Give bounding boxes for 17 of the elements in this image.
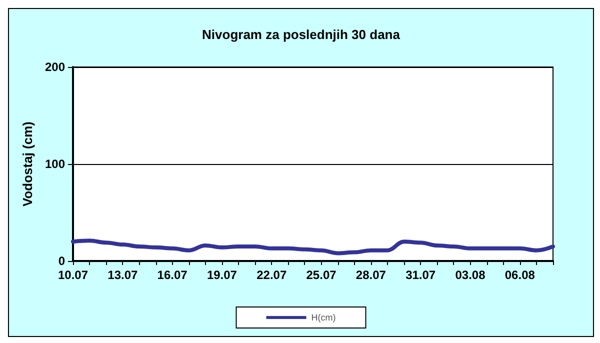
x-tick-label: 31.07	[406, 268, 436, 282]
y-tick-label: 0	[58, 254, 66, 268]
x-tick-label: 25.07	[306, 268, 337, 282]
y-tick-label: 200	[44, 60, 66, 74]
x-tick-label: 10.07	[58, 268, 88, 282]
y-axis-title: Vodostaj (cm)	[20, 122, 36, 206]
x-tick-label: 22.07	[256, 268, 287, 282]
legend-label: H(cm)	[311, 312, 336, 322]
x-tick-label: 16.07	[157, 268, 188, 282]
x-tick-label: 06.08	[504, 268, 536, 282]
chart-title: Nivogram za poslednjih 30 dana	[202, 27, 401, 42]
x-tick-label: 03.08	[455, 268, 486, 282]
x-tick-label: 28.07	[356, 268, 386, 282]
y-tick-label: 100	[44, 157, 66, 171]
line-series	[71, 238, 555, 256]
x-tick-label: 13.07	[108, 268, 138, 282]
x-tick-label: 19.07	[206, 268, 238, 282]
